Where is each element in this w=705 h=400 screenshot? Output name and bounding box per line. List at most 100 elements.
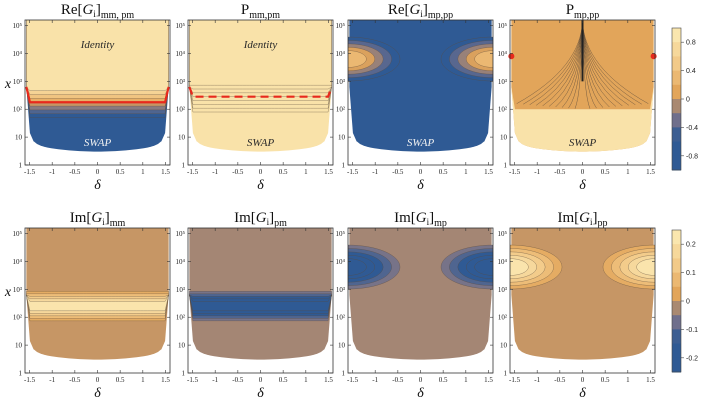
x-tick-label: 0.5 xyxy=(439,376,448,384)
x-tick-label: 1.5 xyxy=(161,168,170,176)
y-tick-label: 10⁵ xyxy=(176,230,186,238)
x-tick-label: 0 xyxy=(581,376,585,384)
x-axis-label: δ xyxy=(257,386,264,400)
x-tick-label: 0.5 xyxy=(439,168,448,176)
colorbar-swatch xyxy=(672,272,681,288)
x-tick-label: -1 xyxy=(49,376,55,384)
x-tick-label: -0.5 xyxy=(69,376,81,384)
y-tick-label: 10² xyxy=(336,314,345,322)
red-point xyxy=(650,53,657,60)
colorbar-swatch xyxy=(672,244,681,259)
colorbar-swatch xyxy=(672,155,681,171)
colorbar-tick-label: -0.4 xyxy=(686,125,698,132)
panel-title: Im[Gi]mp xyxy=(394,210,447,229)
y-axis-label: x xyxy=(4,285,12,300)
x-tick-label: 1.5 xyxy=(484,168,493,176)
x-tick-label: -1.5 xyxy=(347,168,359,176)
x-tick-label: -0.5 xyxy=(554,376,566,384)
panel-title: Re[Gi]mp,pp xyxy=(388,2,453,21)
x-tick-label: 0 xyxy=(419,376,423,384)
y-tick-label: 10² xyxy=(13,106,22,114)
colorbar-2: 0.2 0.1 0 -0.1 -0.2 xyxy=(671,229,698,373)
y-tick-label: 10 xyxy=(338,134,346,142)
x-tick-label: -0.5 xyxy=(554,168,566,176)
y-tick-label: 10² xyxy=(176,314,185,322)
x-tick-label: 1 xyxy=(304,376,308,384)
colorbar-tick-label: 0.1 xyxy=(686,270,696,277)
y-tick-label: 1 xyxy=(19,370,23,378)
x-tick-label: 1.5 xyxy=(646,168,655,176)
x-tick-label: -0.5 xyxy=(232,376,244,384)
y-tick-label: 10⁵ xyxy=(498,230,508,238)
colorbar-swatch xyxy=(672,357,681,373)
y-tick-label: 1 xyxy=(182,370,186,378)
y-tick-label: 10² xyxy=(498,106,507,114)
region-annotation: SWAP xyxy=(407,137,435,149)
colorbar-swatch xyxy=(672,113,681,128)
x-tick-label: 0.5 xyxy=(601,168,610,176)
y-tick-label: 10⁵ xyxy=(498,22,508,30)
y-tick-label: 1 xyxy=(504,162,508,170)
contour-line xyxy=(536,20,629,106)
colorbar-swatch xyxy=(672,70,681,86)
panel-5: Im[Gi]mm -1.5 -1 -0.5 0 0.5 1 1.5 1 10 10² 10³ 10⁴ 10… xyxy=(4,210,171,400)
x-axis-label: δ xyxy=(579,386,586,400)
y-tick-label: 10⁵ xyxy=(13,22,23,30)
region-annotation: SWAP xyxy=(247,137,275,149)
x-axis-label: δ xyxy=(579,178,586,193)
contour-line xyxy=(568,20,597,109)
x-tick-label: -1 xyxy=(49,168,55,176)
x-tick-label: -1.5 xyxy=(187,376,199,384)
x-tick-label: 0.5 xyxy=(279,168,288,176)
x-tick-label: 1 xyxy=(304,168,308,176)
colorbar-swatch xyxy=(672,56,681,72)
y-tick-label: 10⁴ xyxy=(498,50,508,58)
x-tick-label: 1 xyxy=(141,376,145,384)
y-tick-label: 10⁴ xyxy=(336,258,346,266)
contour-line xyxy=(555,20,610,108)
x-tick-label: -1 xyxy=(212,168,218,176)
x-tick-label: 1 xyxy=(464,376,468,384)
x-tick-label: -1.5 xyxy=(24,168,36,176)
x-tick-label: 0 xyxy=(419,168,423,176)
y-tick-label: 10³ xyxy=(498,286,507,294)
x-tick-label: -1 xyxy=(212,376,218,384)
colorbar-swatch xyxy=(672,230,681,245)
contour-band xyxy=(189,294,332,311)
panel-6: Im[Gi]pm -1.5 -1 -0.5 0 0.5 1 1.5 1 10 10² 10³ 10⁴ 10… xyxy=(176,210,334,400)
contour-line xyxy=(542,20,623,107)
panel-2: Pmm,pm Identity SWAP -1.5 -1 -0.5 0 0.5 1 1.5 1 10 1… xyxy=(176,2,334,193)
y-tick-label: 10 xyxy=(500,134,508,142)
y-axis-label: x xyxy=(4,77,12,92)
region-annotation: Identity xyxy=(80,39,115,51)
red-point xyxy=(508,53,515,60)
x-axis-label: δ xyxy=(257,178,264,193)
y-tick-label: 10⁴ xyxy=(336,50,346,58)
contour-band xyxy=(26,294,169,311)
y-tick-label: 1 xyxy=(342,162,346,170)
x-tick-label: 1.5 xyxy=(324,168,333,176)
contour-band xyxy=(189,20,332,86)
panel-title: Pmm,pm xyxy=(241,2,280,21)
panel-3: Re[Gi]mp,pp SWAP -1.5 -1 -0.5 0 0.5 1 1.5 1 10 10² 1… xyxy=(336,2,494,193)
x-axis-label: δ xyxy=(94,386,101,400)
y-tick-label: 10 xyxy=(500,342,508,350)
y-tick-label: 10³ xyxy=(13,78,22,86)
panel-7: Im[Gi]mp -1.5 -1 -0.5 0 0.5 1 1.5 1 10 10² 10³ 10⁴ 10… xyxy=(336,210,494,400)
colorbar-1: 0.8 0.4 0 -0.4 -0.8 xyxy=(671,27,698,171)
x-tick-label: -1.5 xyxy=(509,168,521,176)
colorbar-tick-label: 0.8 xyxy=(686,40,696,47)
colorbar-swatch xyxy=(672,329,681,345)
colorbar-tick-label: 0.4 xyxy=(686,68,696,75)
y-tick-label: 1 xyxy=(19,162,23,170)
x-tick-label: 1 xyxy=(464,168,468,176)
colorbar-swatch xyxy=(672,301,681,316)
x-tick-label: -1.5 xyxy=(347,376,359,384)
panel-1: Re[Gi]mm, pm Identity SWAP -1.5 -1 -0.5 0 0.5 1 1… xyxy=(4,2,171,193)
colorbar-tick-label: -0.1 xyxy=(686,327,698,334)
x-tick-label: 0.5 xyxy=(601,376,610,384)
x-tick-label: -0.5 xyxy=(392,168,404,176)
panel-grid: Re[Gi]mm, pm Identity SWAP -1.5 -1 -0.5 0 0.5 1 1… xyxy=(4,2,657,400)
colorbar-swatch xyxy=(672,343,681,359)
x-tick-label: 0 xyxy=(581,168,585,176)
